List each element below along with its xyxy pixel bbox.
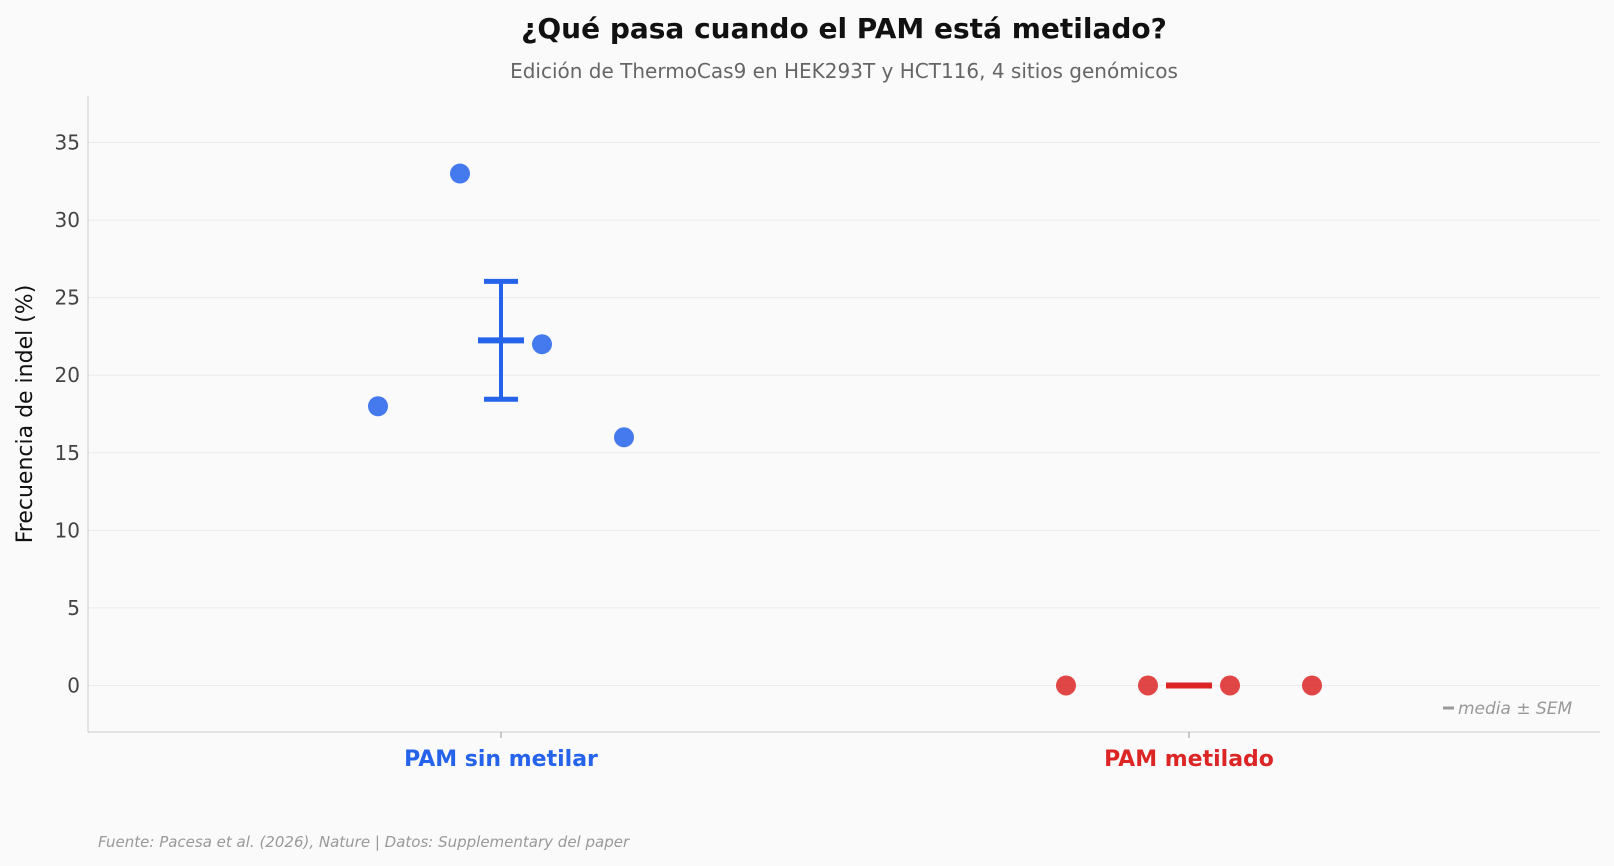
data-point xyxy=(1138,675,1158,696)
y-tick-label: 10 xyxy=(55,518,80,542)
chart-title: ¿Qué pasa cuando el PAM está metilado? xyxy=(521,12,1167,45)
data-marks xyxy=(368,163,1322,696)
data-point xyxy=(1056,675,1076,696)
source-note: Fuente: Pacesa et al. (2026), Nature | D… xyxy=(98,833,630,851)
data-point xyxy=(368,396,388,417)
y-tick-label: 20 xyxy=(55,363,80,387)
y-tick-label: 0 xyxy=(67,673,80,697)
y-axis-label: Frecuencia de indel (%) xyxy=(13,285,38,544)
y-tick-label: 5 xyxy=(67,596,80,620)
y-tick-label: 30 xyxy=(55,208,80,232)
data-point xyxy=(1302,675,1322,696)
y-tick-label: 15 xyxy=(55,441,80,465)
data-point xyxy=(1220,675,1240,696)
grid-lines xyxy=(88,142,1600,686)
y-tick-labels: 0 5 10 15 20 25 30 35 xyxy=(55,131,80,698)
data-point xyxy=(532,334,552,355)
data-point xyxy=(614,427,634,448)
x-tick-label: PAM metilado xyxy=(1104,747,1274,772)
x-tick-label: PAM sin metilar xyxy=(404,747,598,772)
chart-subtitle: Edición de ThermoCas9 en HEK293T y HCT11… xyxy=(510,59,1178,83)
y-tick-label: 25 xyxy=(55,286,80,310)
data-point xyxy=(450,163,470,184)
legend: media ± SEM xyxy=(1443,699,1573,719)
legend-label: media ± SEM xyxy=(1458,699,1573,719)
category-labels: PAM sin metilar PAM metilado xyxy=(404,732,1274,772)
y-tick-label: 35 xyxy=(55,131,80,155)
